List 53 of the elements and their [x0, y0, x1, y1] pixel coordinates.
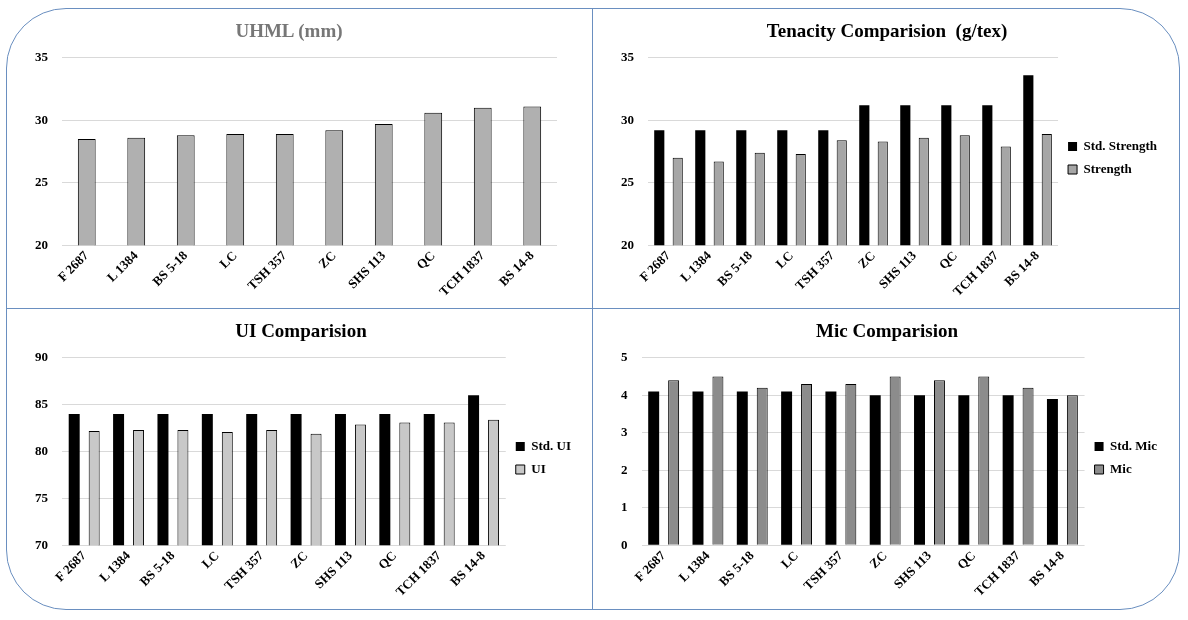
x-tick-label: TSH 357 [800, 547, 846, 593]
legend-label: Strength [1083, 160, 1133, 176]
x-tick-label: LC [216, 247, 240, 272]
y-tick-label: 25 [35, 174, 49, 190]
legend-label: UI [531, 460, 546, 476]
x-tick-label: BS 5-18 [715, 547, 758, 589]
y-tick-label: 20 [621, 236, 634, 252]
x-tick-label: BS 14-8 [1025, 547, 1068, 589]
chart-title: UI Comparision [235, 320, 368, 342]
x-tick-label: TSH 357 [244, 247, 290, 293]
legend-label: Std. Strength [1083, 137, 1158, 153]
y-tick-label: 5 [621, 349, 628, 365]
x-tick-label: ZC [866, 547, 890, 572]
x-tick-label: BS 14-8 [1001, 247, 1043, 289]
x-tick-label: ZC [315, 247, 339, 272]
y-tick-label: 75 [35, 489, 49, 505]
chart-title: UHML (mm) [235, 20, 343, 43]
y-tick-label: 4 [621, 386, 628, 402]
x-tick-label: BS 14-8 [495, 247, 538, 289]
y-tick-label: 35 [35, 49, 49, 65]
y-tick-label: 2 [621, 461, 628, 477]
legend-label: Std. UI [531, 437, 572, 453]
x-tick-label: LC [772, 247, 797, 272]
y-tick-label: 1 [621, 499, 628, 515]
x-tick-label: QC [413, 247, 438, 273]
y-tick-label: 30 [35, 111, 48, 127]
y-tick-label: 20 [35, 236, 48, 252]
y-tick-label: 85 [35, 396, 49, 412]
y-tick-label: 80 [35, 442, 48, 458]
x-tick-label: ZC [287, 547, 311, 572]
x-tick-label: BS 5-18 [149, 247, 191, 289]
y-tick-label: 90 [35, 349, 48, 365]
x-tick-label: QC [953, 547, 979, 573]
y-tick-label: 30 [621, 111, 634, 127]
y-tick-label: 0 [621, 536, 628, 552]
x-tick-label: SHS 113 [311, 547, 356, 592]
x-tick-label: SHS 113 [890, 547, 935, 592]
chart-title: Mic Comparision [816, 320, 959, 342]
x-tick-label: SHS 113 [344, 247, 389, 292]
y-tick-label: 35 [621, 49, 635, 65]
x-tick-label: LC [198, 547, 222, 572]
x-tick-label: QC [935, 247, 961, 273]
y-tick-label: 25 [621, 174, 635, 190]
y-tick-label: 70 [35, 536, 48, 552]
legend-label: Std. Mic [1110, 437, 1158, 453]
x-tick-label: BS 5-18 [714, 247, 756, 289]
legend-label: Mic [1110, 460, 1132, 476]
x-tick-label: QC [374, 547, 400, 573]
chart-title: Tenacity Comparision (g/tex) [766, 20, 1008, 43]
x-tick-label: LC [777, 547, 802, 572]
x-tick-label: BS 5-18 [136, 547, 178, 589]
y-tick-label: 3 [621, 424, 628, 440]
x-tick-label: BS 14-8 [447, 547, 489, 589]
